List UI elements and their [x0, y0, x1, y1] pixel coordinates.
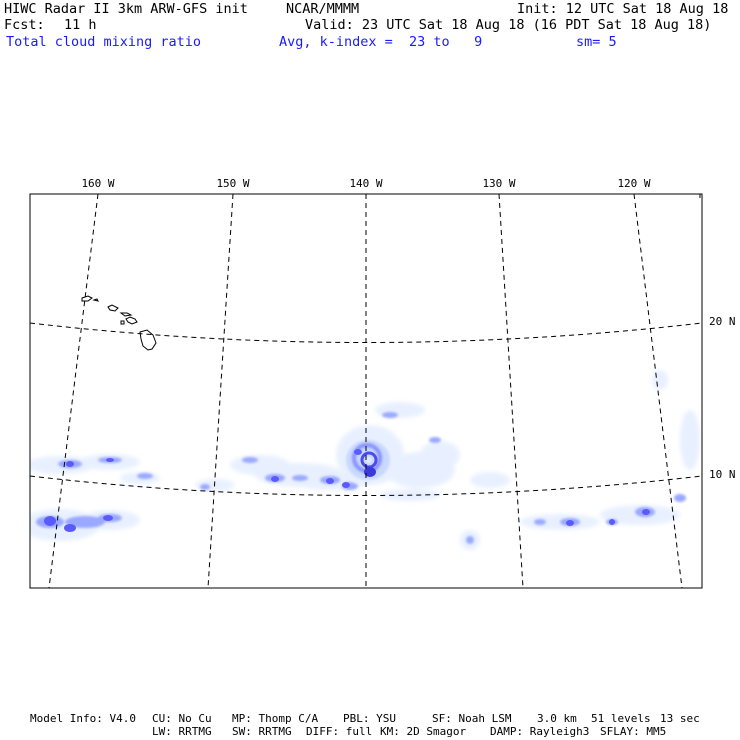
shortwave-scheme: SW: RRTMG: [232, 725, 292, 738]
cloud-core: [44, 516, 56, 526]
cloud-medium: [137, 473, 153, 479]
longitude-label-130w: 130 W: [482, 177, 516, 190]
cloud-medium: [466, 536, 474, 544]
cloud-medium: [200, 484, 210, 490]
cloud-core: [326, 478, 334, 484]
cloud-faint: [420, 441, 460, 469]
cloud-core: [566, 520, 574, 526]
cloud-medium: [534, 519, 546, 525]
longitude-label-140w: 140 W: [349, 177, 383, 190]
damping-option: DAMP: Rayleigh3: [490, 725, 590, 738]
island-lanai: [120, 320, 125, 325]
valid-time: Valid: 23 UTC Sat 18 Aug 18 (16 PDT Sat …: [305, 17, 712, 33]
init-time: Init: 12 UTC Sat 18 Aug 18: [517, 1, 729, 17]
longitude-line-120w: [633, 193, 683, 589]
time-step: 13 sec: [660, 712, 700, 725]
cloud-core: [64, 524, 76, 532]
average-k-index: Avg, k-index = 23 to 9: [279, 34, 483, 50]
longitude-label-160w: 160 W: [81, 177, 115, 190]
cloud-faint: [652, 370, 668, 390]
island-kauai: [81, 295, 93, 302]
model-info: Model Info: V4.0: [30, 712, 136, 725]
cumulus-scheme: CU: No Cu: [152, 712, 212, 725]
cloud-faint: [680, 410, 700, 470]
longitude-line-130w: [498, 193, 524, 589]
latitude-label-10n: 10 N: [709, 468, 736, 481]
smoothing-value: sm= 5: [576, 34, 617, 50]
cloud-medium: [65, 516, 105, 528]
cloud-medium: [292, 475, 308, 481]
eddy-coefficient-option: KM: 2D Smagor: [380, 725, 467, 738]
island-oahu: [107, 304, 119, 312]
cloud-faint: [470, 472, 510, 488]
grid-resolution: 3.0 km: [537, 712, 577, 725]
cloud-core: [342, 482, 350, 488]
hawaiian-islands: [81, 295, 157, 351]
cyclone-cloud-system: [336, 425, 404, 485]
surface-scheme: SF: Noah LSM: [432, 712, 512, 725]
longitude-label-150w: 150 W: [216, 177, 250, 190]
island-niihau: [92, 298, 99, 302]
pbl-scheme: PBL: YSU: [343, 712, 396, 725]
map-frame: [29, 193, 703, 589]
longwave-scheme: LW: RRTMG: [152, 725, 212, 738]
cloud-core: [642, 509, 650, 515]
latitude-label-20n: 20 N: [709, 315, 736, 328]
vertical-levels: 51 levels: [591, 712, 651, 725]
organization-label: NCAR/MMMM: [286, 1, 360, 17]
longitude-line-150w: [207, 193, 234, 589]
cloud-field: [30, 370, 700, 550]
longitude-label-120w: 120 W: [617, 177, 651, 190]
cloud-core: [609, 519, 615, 525]
cloud-core: [106, 458, 114, 462]
surface-layer-option: SFLAY: MM5: [600, 725, 667, 738]
cloud-medium: [242, 457, 258, 463]
forecast-label: Fcst:: [4, 17, 45, 33]
field-name: Total cloud mixing ratio: [6, 34, 202, 50]
microphysics-scheme: MP: Thomp C/A: [232, 712, 319, 725]
island-hawaii: [139, 329, 157, 351]
diffusion-option: DIFF: full: [306, 725, 373, 738]
island-molokai: [119, 312, 133, 317]
forecast-hour: 11 h: [64, 17, 97, 33]
cloud-medium: [382, 412, 398, 418]
cloud-core: [66, 461, 74, 467]
model-title: HIWC Radar II 3km ARW-GFS init: [4, 1, 248, 17]
island-maui: [125, 316, 138, 325]
cloud-medium: [674, 494, 686, 502]
graticule: [29, 193, 703, 589]
cloud-core: [271, 476, 279, 482]
cloud-core: [103, 515, 113, 521]
cloud-medium: [429, 437, 441, 443]
longitude-line-160w: [48, 193, 99, 589]
